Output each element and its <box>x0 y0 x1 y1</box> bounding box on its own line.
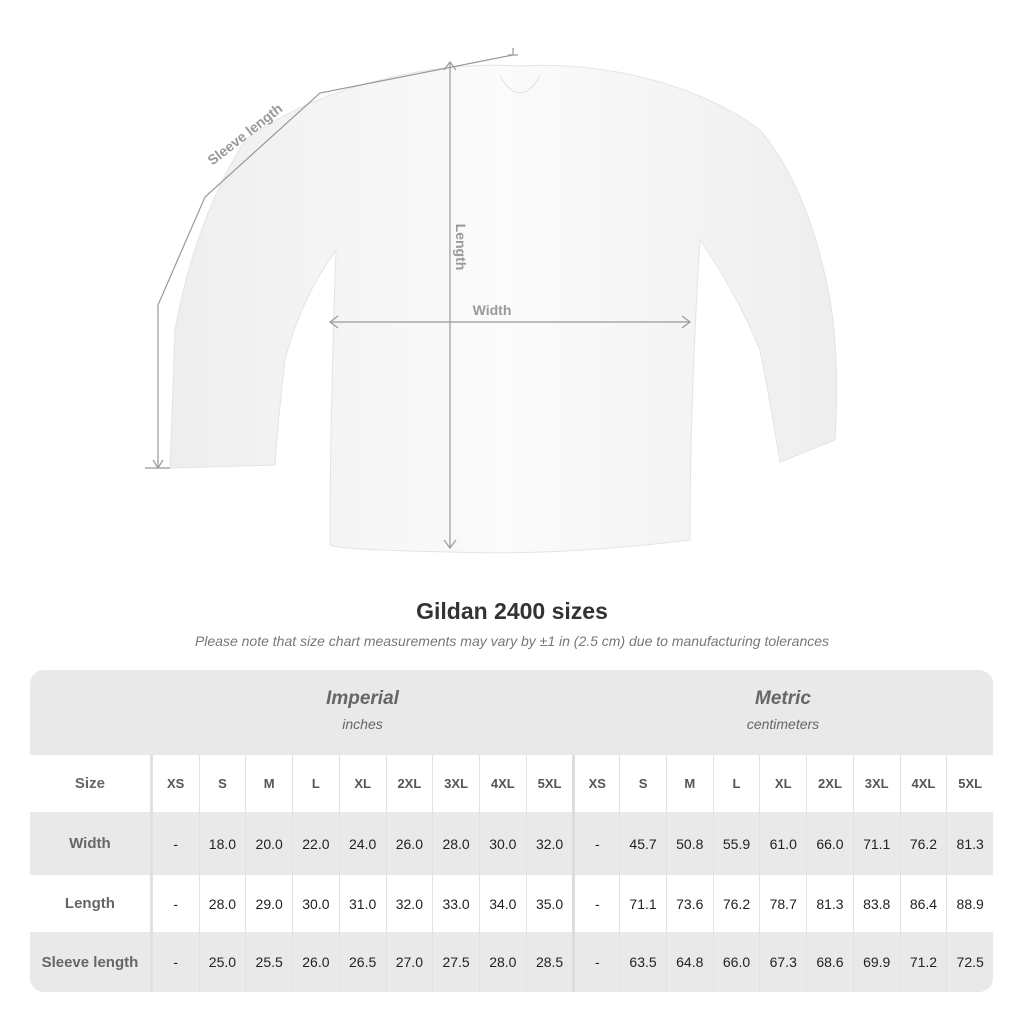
table-cell: 30.0 <box>292 875 339 932</box>
table-cell: 71.1 <box>852 812 900 875</box>
table-cell: - <box>151 875 199 932</box>
table-cell: 45.7 <box>619 812 666 875</box>
table-cell: - <box>572 875 619 932</box>
table-cell: 81.3 <box>806 875 853 932</box>
table-cell: 71.1 <box>619 875 666 932</box>
size-column-header: S <box>619 755 666 812</box>
size-column-header: M <box>665 755 713 812</box>
table-cell: - <box>572 932 619 992</box>
table-cell: 28.0 <box>478 932 526 992</box>
table-cell: 66.0 <box>806 812 853 875</box>
table-cell: 29.0 <box>245 875 292 932</box>
table-cell: 31.0 <box>338 875 386 932</box>
metric-unit: centimeters <box>746 716 820 732</box>
size-column-header: 2XL <box>385 755 433 812</box>
size-column-header: XS <box>151 755 199 812</box>
metric-header: Metric centimeters <box>573 670 993 755</box>
table-cell: 68.6 <box>806 932 853 992</box>
row-label: Size <box>30 755 152 812</box>
table-cell: 25.0 <box>198 932 246 992</box>
table-cell: 55.9 <box>712 812 760 875</box>
metric-title: Metric <box>755 688 811 709</box>
size-column-header: 3XL <box>432 755 479 812</box>
table-cell: 86.4 <box>899 875 947 932</box>
table-cell: 78.7 <box>759 875 806 932</box>
table-cell: 76.2 <box>899 812 947 875</box>
table-cell: 83.8 <box>852 875 900 932</box>
table-cell: 28.0 <box>432 812 479 875</box>
table-cell: 63.5 <box>619 932 666 992</box>
size-column-header: XL <box>338 755 386 812</box>
table-cell: - <box>572 812 619 875</box>
table-cell: 66.0 <box>712 932 760 992</box>
table-cell: 20.0 <box>245 812 292 875</box>
table-row: Width -18.0 20.0 22.0 24.0 26.0 28.0 30.0 32.0-4… <box>30 812 993 875</box>
row-label: Sleeve length <box>30 932 152 992</box>
width-label: Width <box>473 302 512 318</box>
shirt-image <box>169 64 838 554</box>
table-cell: 27.0 <box>385 932 433 992</box>
table-cell: 26.0 <box>385 812 433 875</box>
size-column-header: XL <box>759 755 806 812</box>
imperial-unit: inches <box>342 716 383 732</box>
length-label: Length <box>453 224 469 271</box>
size-column-header: 4XL <box>478 755 526 812</box>
chart-subtitle: Please note that size chart measurements… <box>194 633 830 649</box>
sleeve-length-line <box>157 48 514 468</box>
shirt-measurement-diagram: Sleeve length Length Width <box>145 48 838 554</box>
size-table: Imperial inches Metric centimeters Size X… <box>30 670 993 992</box>
table-cell: 76.2 <box>712 875 760 932</box>
size-column-header: M <box>245 755 292 812</box>
row-label: Width <box>30 812 152 875</box>
table-cell: 25.5 <box>245 932 292 992</box>
chart-title: Gildan 2400 sizes <box>416 598 608 624</box>
table-cell: 18.0 <box>198 812 246 875</box>
table-cell: 35.0 <box>525 875 573 932</box>
table-cell: 72.5 <box>946 932 993 992</box>
table-cell: 69.9 <box>852 932 900 992</box>
table-cell: 88.9 <box>946 875 993 932</box>
table-cell: 22.0 <box>292 812 339 875</box>
table-cell: 27.5 <box>432 932 479 992</box>
imperial-title: Imperial <box>326 688 399 709</box>
table-row: Sleeve length -25.0 25.5 26.0 26.5 27.0 27.5 28… <box>30 932 993 992</box>
table-cell: 32.0 <box>525 812 573 875</box>
size-column-header: 4XL <box>899 755 947 812</box>
imperial-header: Imperial inches <box>152 670 573 755</box>
table-cell: 30.0 <box>478 812 526 875</box>
size-column-header: L <box>292 755 339 812</box>
table-cell: - <box>151 812 199 875</box>
size-header-row: Size XS S M L XL 2XL 3XL 4XL 5XL XS S M L XL 2XL 3XL 4XL 5… <box>30 755 993 812</box>
table-cell: 81.3 <box>946 812 993 875</box>
table-cell: 50.8 <box>665 812 713 875</box>
size-column-header: 5XL <box>525 755 573 812</box>
table-cell: 26.5 <box>338 932 386 992</box>
table-cell: 67.3 <box>759 932 806 992</box>
table-cell: 64.8 <box>665 932 713 992</box>
table-cell: - <box>151 932 199 992</box>
size-column-header: 3XL <box>852 755 900 812</box>
table-cell: 34.0 <box>478 875 526 932</box>
table-cell: 24.0 <box>338 812 386 875</box>
size-column-header: 2XL <box>806 755 853 812</box>
size-column-header: S <box>198 755 246 812</box>
table-row: Length -28.0 29.0 30.0 31.0 32.0 33.0 34.0 35.0-… <box>30 875 993 932</box>
size-column-header: XS <box>572 755 619 812</box>
table-cell: 73.6 <box>665 875 713 932</box>
table-cell: 26.0 <box>292 932 339 992</box>
table-cell: 32.0 <box>385 875 433 932</box>
row-label: Length <box>30 875 152 932</box>
table-cell: 33.0 <box>432 875 479 932</box>
table-cell: 61.0 <box>759 812 806 875</box>
size-column-header: 5XL <box>946 755 993 812</box>
table-cell: 71.2 <box>899 932 947 992</box>
table-cell: 28.0 <box>198 875 246 932</box>
table-cell: 28.5 <box>525 932 573 992</box>
size-column-header: L <box>712 755 760 812</box>
